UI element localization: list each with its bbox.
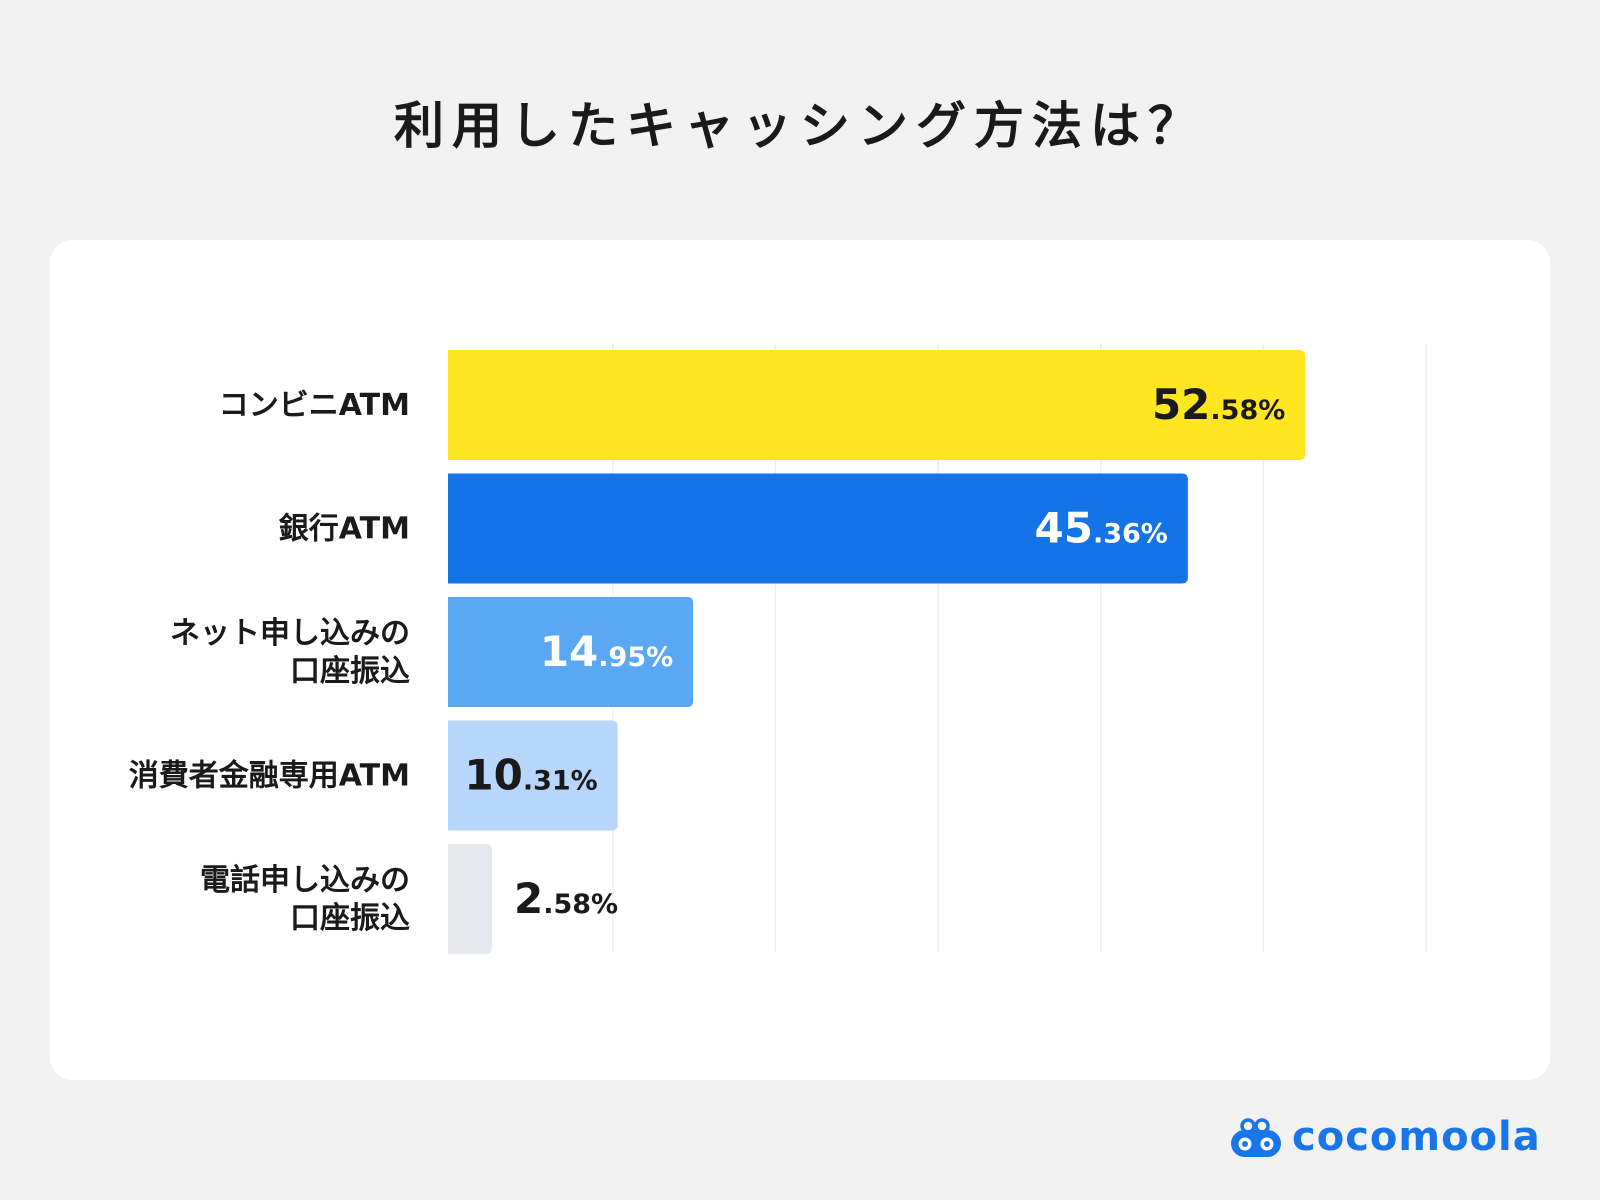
value-label: 10.31% xyxy=(464,751,597,800)
brand-name: cocomoola xyxy=(1292,1114,1541,1160)
bar xyxy=(448,720,618,831)
value-label: 45.36% xyxy=(1035,504,1168,553)
bar xyxy=(448,473,1188,584)
brand-logo: cocomoola xyxy=(1228,1114,1541,1160)
category-label: 消費者金融専用ATM xyxy=(129,759,410,794)
category-label: 銀行ATM xyxy=(279,512,410,547)
bar xyxy=(448,844,492,954)
category-label: コンビニATM xyxy=(219,388,410,423)
value-label: 52.58% xyxy=(1152,380,1285,429)
chart-card: コンビニATM 52.58% 銀行ATM 45.36% ネット申し込みの口座振込 14.9… xyxy=(50,240,1550,1080)
bar-chart: コンビニATM 52.58% 銀行ATM 45.36% ネット申し込みの口座振込 14.9… xyxy=(129,344,1427,954)
page-title: 利用したキャッシング方法は？ xyxy=(394,97,1206,155)
bar xyxy=(448,597,694,707)
value-label: 14.95% xyxy=(540,627,673,676)
cocomoola-logo-icon xyxy=(1231,1118,1281,1157)
bar xyxy=(448,350,1306,460)
value-label: 2.58% xyxy=(514,874,618,923)
category-label: ネット申し込みの口座振込 xyxy=(170,616,410,689)
category-label: 電話申し込みの口座振込 xyxy=(200,863,410,936)
